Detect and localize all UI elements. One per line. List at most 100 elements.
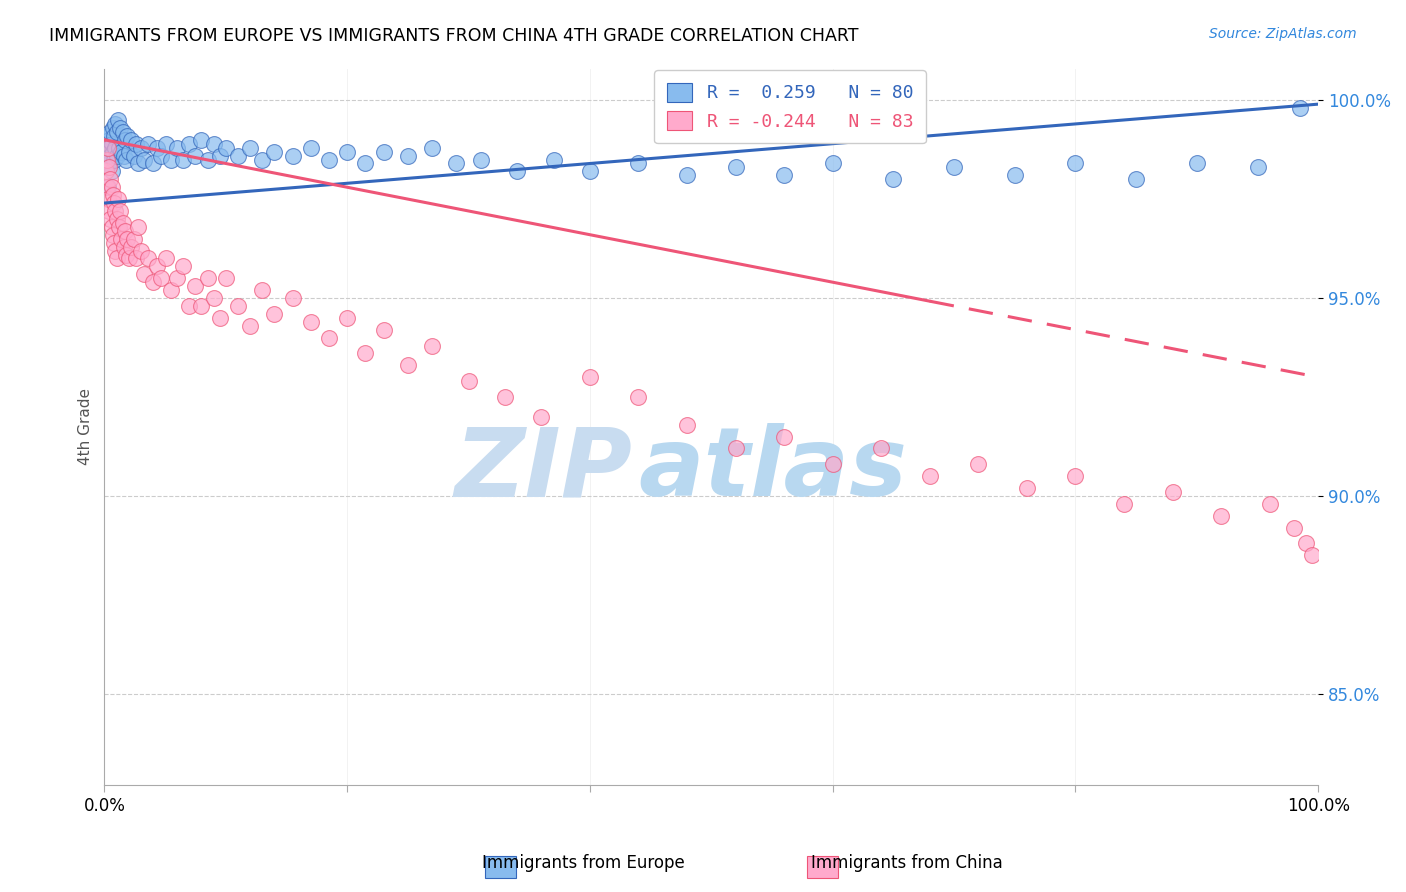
Text: Immigrants from Europe: Immigrants from Europe (482, 855, 685, 872)
Point (1004, 169, 1026, 183)
Point (100, 219, 122, 234)
Point (202, 136, 225, 151)
Point (396, 359, 419, 373)
Point (150, 271, 173, 285)
Point (226, 299, 249, 313)
Point (160, 153, 183, 167)
Point (104, 117, 127, 131)
Point (494, 390, 516, 404)
Point (1289, 101, 1312, 115)
Point (318, 330, 340, 344)
Point (122, 148, 145, 162)
Point (239, 318, 262, 333)
Point (96, 141, 118, 155)
Text: IMMIGRANTS FROM EUROPE VS IMMIGRANTS FROM CHINA 4TH GRADE CORRELATION CHART: IMMIGRANTS FROM EUROPE VS IMMIGRANTS FRO… (49, 27, 859, 45)
Point (1282, 520, 1305, 534)
Point (120, 239, 142, 253)
Point (134, 153, 156, 167)
Point (373, 323, 395, 337)
Point (336, 145, 359, 159)
Point (107, 112, 129, 127)
Point (97, 192, 120, 206)
Y-axis label: 4th Grade: 4th Grade (79, 388, 93, 465)
Point (943, 161, 966, 175)
Point (215, 271, 238, 285)
Point (263, 307, 285, 321)
Point (1064, 156, 1087, 170)
Point (627, 390, 650, 404)
Point (1258, 497, 1281, 511)
Point (190, 133, 212, 147)
Point (172, 153, 194, 167)
Point (724, 442, 747, 456)
Point (299, 315, 322, 329)
Point (108, 204, 131, 219)
Point (1246, 161, 1268, 175)
Point (155, 136, 177, 151)
Point (882, 172, 904, 186)
Point (127, 156, 149, 170)
Point (208, 310, 231, 325)
Point (98, 156, 121, 170)
Point (118, 252, 141, 266)
Point (184, 279, 207, 293)
Point (250, 153, 273, 167)
Point (100, 211, 122, 226)
Point (136, 252, 159, 266)
Point (118, 145, 141, 159)
Point (145, 141, 167, 155)
Legend: R =  0.259   N = 80, R = -0.244   N = 83: R = 0.259 N = 80, R = -0.244 N = 83 (654, 70, 927, 144)
Point (103, 128, 125, 143)
Text: atlas: atlas (638, 423, 907, 516)
Point (1161, 484, 1184, 499)
Point (918, 469, 941, 483)
Point (112, 148, 135, 162)
Point (117, 232, 139, 246)
Point (967, 457, 990, 471)
Point (870, 442, 893, 456)
Point (1185, 156, 1208, 170)
Point (103, 235, 125, 250)
Point (1211, 508, 1233, 523)
Point (166, 141, 188, 155)
Point (114, 224, 136, 238)
Point (239, 141, 262, 155)
Point (190, 299, 212, 313)
Point (94, 164, 117, 178)
Point (506, 164, 529, 178)
Point (1301, 548, 1323, 562)
Point (129, 244, 152, 258)
Point (101, 120, 124, 135)
Point (1112, 497, 1135, 511)
Point (136, 136, 159, 151)
Point (1064, 469, 1087, 483)
Point (101, 145, 124, 159)
Point (125, 136, 148, 151)
Point (354, 346, 377, 360)
Point (420, 141, 443, 155)
Text: Immigrants from China: Immigrants from China (811, 855, 1002, 872)
Point (179, 136, 201, 151)
Point (97, 141, 120, 155)
Point (108, 120, 131, 135)
Point (150, 148, 173, 162)
Point (396, 148, 419, 162)
Point (470, 153, 492, 167)
Point (446, 156, 468, 170)
Point (579, 370, 602, 384)
Point (773, 169, 796, 183)
Point (100, 125, 122, 139)
Point (627, 156, 650, 170)
Point (263, 145, 285, 159)
Point (724, 161, 747, 175)
Point (111, 125, 134, 139)
Point (373, 145, 395, 159)
Point (336, 310, 359, 325)
Point (96, 180, 118, 194)
Point (172, 260, 194, 274)
Point (98, 133, 121, 147)
Point (197, 271, 219, 285)
Point (105, 148, 128, 162)
Point (543, 153, 565, 167)
Point (101, 188, 124, 202)
